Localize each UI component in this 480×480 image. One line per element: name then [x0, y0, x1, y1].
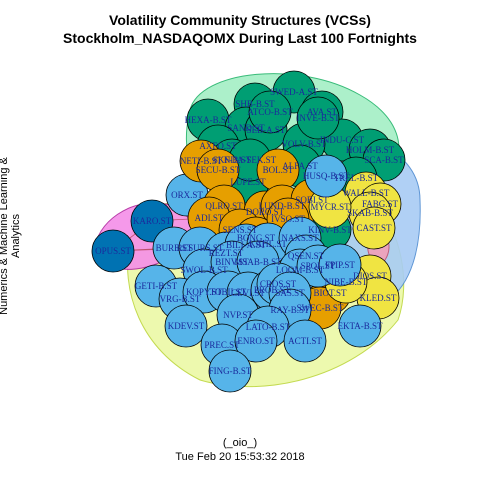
- node-label: HUSQ-B.ST: [303, 171, 350, 181]
- node-label: AVA.ST: [307, 107, 337, 117]
- node-label: TREL-B.ST: [334, 173, 379, 183]
- node-label: BIOT.ST: [313, 288, 347, 298]
- node-label: SECU-B.ST: [196, 165, 241, 175]
- footer-face: (_oio_): [222, 437, 258, 449]
- node-label: DORO.ST: [246, 207, 285, 217]
- graph-node: [164, 304, 208, 348]
- graph-node: [296, 96, 340, 140]
- node-label: NDA-SEK.ST: [224, 155, 277, 165]
- node-label: VOLV-B.ST: [281, 139, 327, 149]
- node-label: LATO-B.ST: [246, 322, 291, 332]
- node-label: INDU-C.ST: [320, 135, 365, 145]
- node-label: QSEN.ST: [288, 251, 325, 261]
- node-label: KOPY.ST: [186, 287, 223, 297]
- node-label: PREC.ST: [204, 340, 240, 350]
- node-label: NVP.ST: [223, 310, 253, 320]
- node-label: MSAB-B.ST: [234, 257, 282, 267]
- node-label: BINV.ST: [215, 257, 249, 267]
- nodes-layer: SWED-A.STSHB-B.STAVA.STHEXA-B.STSAND.STS…: [91, 70, 406, 393]
- node-label: KDEV.ST: [168, 321, 205, 331]
- node-label: TOBII.ST: [210, 287, 247, 297]
- node-label: SWED-A.ST: [270, 87, 318, 97]
- node-label: LUPE.ST: [230, 177, 266, 187]
- graph-node: [283, 319, 327, 363]
- node-label: BURE.ST: [156, 243, 193, 253]
- graph-node: [318, 243, 362, 287]
- node-label: QLRO.ST: [205, 201, 243, 211]
- node-label: ATCO-B.ST: [247, 107, 293, 117]
- node-label: CEVI.ST: [231, 288, 265, 298]
- node-label: SEB-A.ST: [247, 125, 286, 135]
- node-label: ALFA.ST: [282, 161, 318, 171]
- node-label: BONG.ST: [237, 233, 276, 243]
- node-label: VRG-B.ST: [160, 294, 201, 304]
- graph-node: [338, 304, 382, 348]
- node-label: SAND.ST: [227, 123, 265, 133]
- node-label: AXFO.ST: [199, 141, 237, 151]
- node-label: EKTA-B.ST: [337, 321, 383, 331]
- node-label: ADI.ST: [195, 213, 224, 223]
- node-label: SKAB-B.ST: [347, 208, 393, 218]
- node-label: RAY-B.ST: [271, 305, 310, 315]
- node-label: REZT.ST: [209, 248, 244, 258]
- node-label: KLED.ST: [360, 293, 397, 303]
- node-label: FING-B.ST: [209, 366, 252, 376]
- node-label: LUND-B.ST: [259, 201, 306, 211]
- node-label: SENS.ST: [223, 225, 258, 235]
- graph-node: [352, 206, 396, 250]
- node-label: SPOL.ST: [301, 261, 336, 271]
- node-label: SCA-B.ST: [364, 155, 404, 165]
- node-label: DIOS.ST: [353, 271, 387, 281]
- node-label: RESURS.ST: [177, 243, 224, 253]
- node-label: BOL.ST: [263, 165, 294, 175]
- chart-subtitle: Stockholm_NASDAQOMX During Last 100 Fort…: [63, 30, 417, 46]
- graph-node: [234, 319, 278, 363]
- node-label: KINV-B.ST: [308, 225, 352, 235]
- node-label: ACTI.ST: [288, 336, 322, 346]
- node-label: CROS.ST: [260, 279, 297, 289]
- node-label: BILI-A.ST: [226, 240, 266, 250]
- graph-node: [248, 90, 292, 134]
- node-label: PROB.ST: [254, 285, 291, 295]
- node-label: HEXA-B.ST: [185, 115, 232, 125]
- node-label: OPUS.ST: [95, 246, 131, 256]
- node-label: FPIP.ST: [325, 260, 355, 270]
- node-label: SWOL-B.ST: [180, 265, 228, 275]
- graph-node: [208, 349, 252, 393]
- node-label: KAHL.ST: [249, 239, 287, 249]
- node-label: ORX.ST: [171, 190, 203, 200]
- graph-node: [91, 229, 135, 273]
- node-label: SAS.ST: [275, 288, 305, 298]
- node-label: GETI-B.ST: [135, 281, 178, 291]
- chart-title: Volatility Community Structures (VCSs): [109, 12, 371, 28]
- node-label: SKF-B.ST: [213, 155, 252, 165]
- node-label: HOLM-B.ST: [346, 145, 395, 155]
- node-label: LOOM-B.ST: [276, 265, 325, 275]
- node-label: FABG.ST: [362, 199, 399, 209]
- node-label: NETI-B.ST: [180, 156, 223, 166]
- node-label: SHB-B.ST: [235, 99, 275, 109]
- graph-node: [304, 154, 348, 198]
- node-label: WALL-B.ST: [343, 188, 390, 198]
- node-label: MYCR.ST: [310, 202, 350, 212]
- node-label: KARO.ST: [133, 216, 172, 226]
- node-label: SOBI.ST: [295, 195, 329, 205]
- node-label: ENRO.ST: [237, 336, 275, 346]
- node-label: CAST.ST: [356, 223, 392, 233]
- node-label: NIBE-B.ST: [325, 277, 368, 287]
- node-label: IVSO.ST: [271, 214, 305, 224]
- node-label: INVE-B.ST: [296, 113, 340, 123]
- node-label: SWEC-B.ST: [297, 303, 344, 313]
- footer-timestamp: Tue Feb 20 15:53:32 2018: [175, 451, 305, 463]
- node-label: NAXS.ST: [281, 233, 319, 243]
